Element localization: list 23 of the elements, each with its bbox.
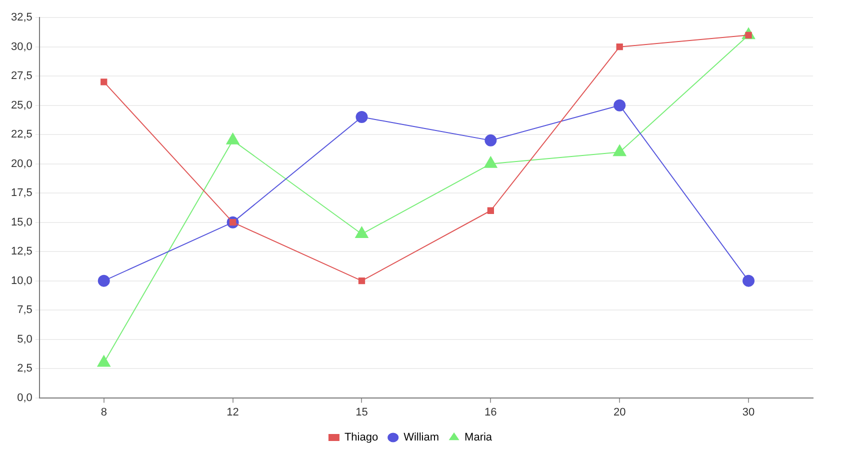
x-tick-label: 30 [742,406,755,418]
y-tick-label: 15,0 [10,216,32,228]
y-tick-label: 2,5 [17,362,32,375]
y-tick-label: 32,5 [10,12,32,24]
x-tick-label: 12 [226,406,239,418]
x-tick-label: 8 [100,406,107,418]
y-tick-label: 10,0 [10,274,32,287]
y-tick-label: 0,0 [17,392,32,404]
legend-label: Thiago [344,432,378,444]
x-tick-label: 15 [356,406,368,418]
legend-label: Maria [464,432,493,444]
legend-label: William [404,432,440,444]
x-tick-label: 16 [484,406,497,418]
x-tick-label: 20 [613,406,626,418]
y-tick-label: 30,0 [10,40,32,53]
y-tick-label: 27,5 [10,70,32,82]
y-tick-label: 12,5 [10,246,32,258]
y-tick-label: 22,5 [10,128,32,141]
y-tick-label: 20,0 [10,158,32,170]
y-tick-label: 17,5 [10,187,32,200]
y-tick-label: 25,0 [10,99,32,112]
y-tick-label: 7,5 [17,304,32,316]
y-tick-label: 5,0 [17,333,32,346]
